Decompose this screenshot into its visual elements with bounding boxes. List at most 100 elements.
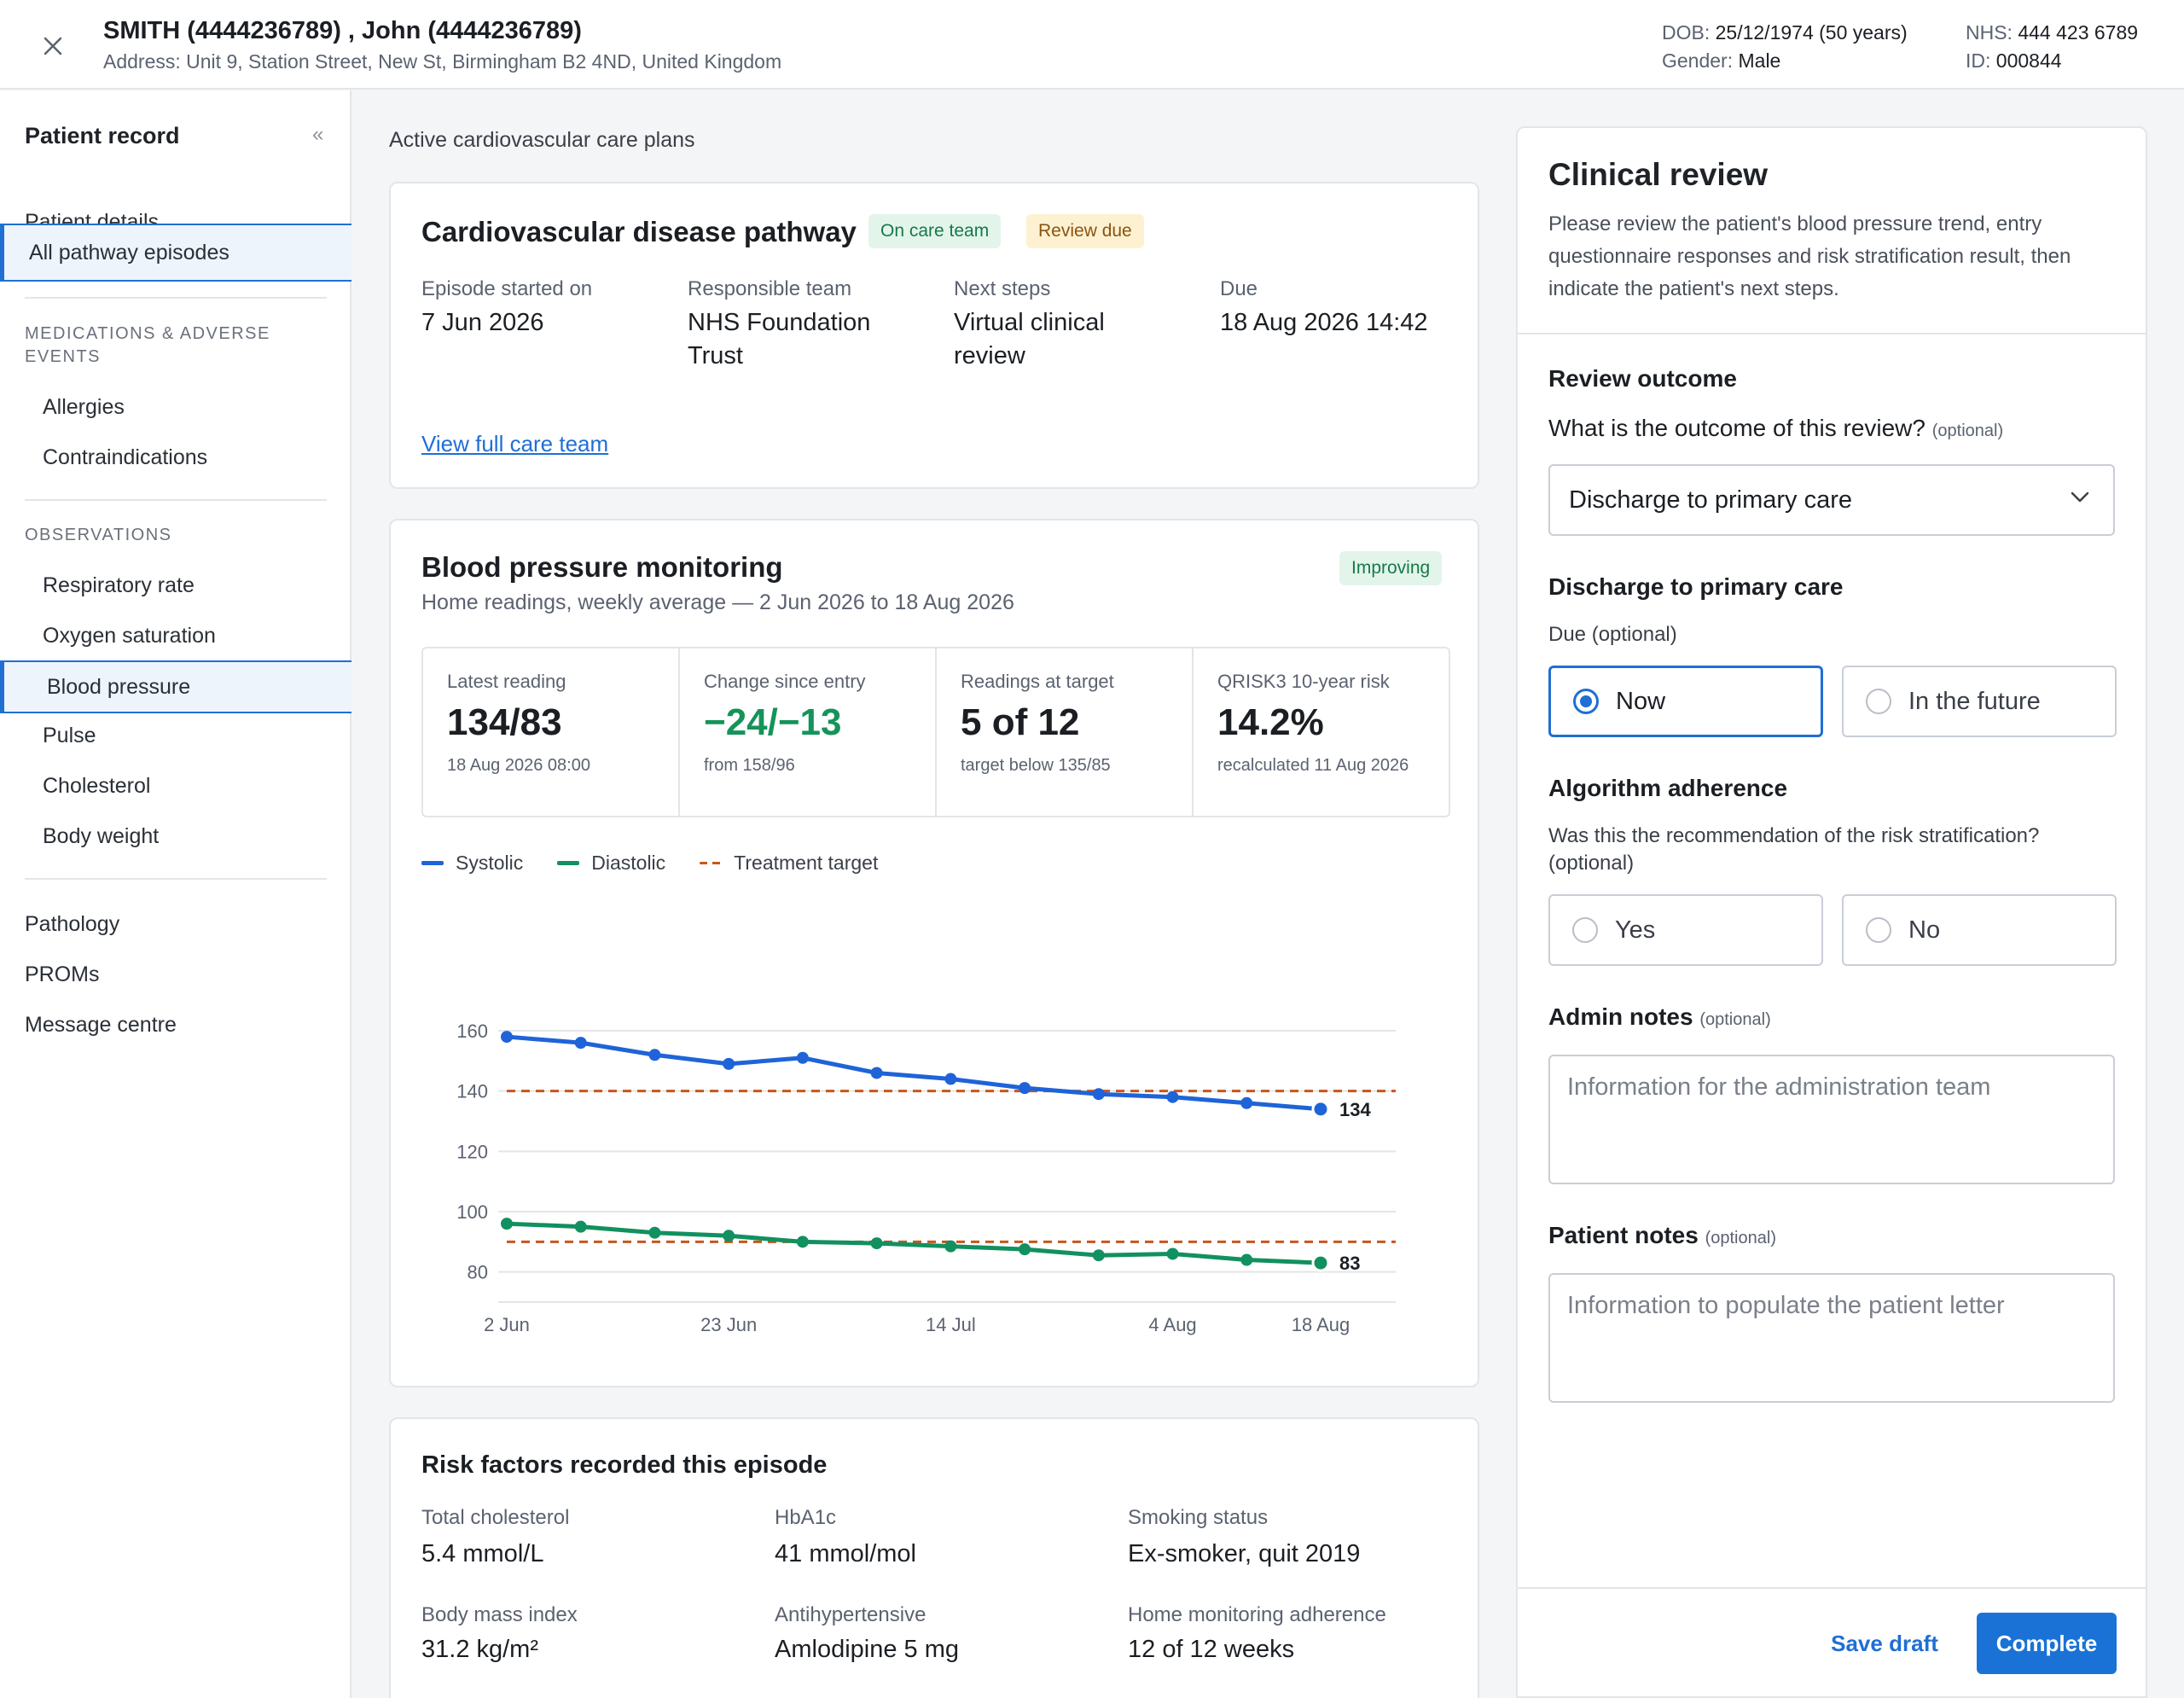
improving-badge: Improving: [1339, 551, 1443, 585]
sidebar-item-pathology[interactable]: Pathology: [25, 911, 120, 936]
sidebar-divider: [25, 499, 327, 501]
radio-icon: [1866, 689, 1891, 714]
stat-value: 134/83: [447, 701, 562, 743]
systolic-end-label: 134: [1339, 1099, 1371, 1120]
sidebar-item-cholesterol[interactable]: Cholesterol: [43, 773, 151, 798]
pathway-card: Cardiovascular disease pathway On care t…: [389, 182, 1479, 489]
due-now-option[interactable]: Now: [1548, 666, 1823, 737]
due-future-option[interactable]: In the future: [1842, 666, 2117, 737]
diastolic-point: [944, 1240, 957, 1253]
systolic-point: [796, 1051, 809, 1064]
y-tick-label: 160: [456, 1021, 488, 1042]
systolic-point: [1240, 1096, 1253, 1109]
episode-value: 7 Jun 2026: [421, 309, 544, 336]
risk-label: Smoking status: [1128, 1506, 1269, 1529]
stat-sub: 18 Aug 2026 08:00: [447, 756, 590, 775]
panel-footer-divider: [1518, 1587, 2146, 1589]
view-care-team-link[interactable]: View full care team: [421, 431, 609, 456]
save-draft-button[interactable]: Save draft: [1831, 1630, 1938, 1656]
pathway-title: Cardiovascular disease pathway: [421, 216, 857, 247]
x-tick-label: 2 Jun: [484, 1314, 530, 1335]
diastolic-point: [796, 1236, 809, 1248]
sidebar-item-proms[interactable]: PROMs: [25, 962, 100, 986]
dob-label: DOB:: [1662, 21, 1711, 44]
systolic-point: [501, 1031, 513, 1044]
team-value: NHS Foundation Trust: [688, 309, 871, 369]
risk-value: 5.4 mmol/L: [421, 1540, 544, 1567]
admin-notes-heading: Admin notes (optional): [1548, 1003, 1771, 1031]
sidebar-divider: [25, 297, 327, 299]
radio-icon: [1572, 917, 1598, 943]
y-tick-label: 140: [456, 1081, 488, 1102]
panel-divider: [1518, 333, 2146, 334]
sidebar: Patient record « Patient details All pat…: [0, 90, 351, 1698]
patient-header: SMITH (4444236789) , John (4444236789) A…: [0, 0, 2184, 90]
episode-label: Episode started on: [421, 277, 593, 300]
nhs-label: NHS:: [1966, 21, 2013, 44]
legend-label: Treatment target: [734, 852, 879, 874]
panel-title: Clinical review: [1548, 157, 1769, 192]
diastolic-point: [648, 1226, 661, 1239]
outcome-question-text: What is the outcome of this review?: [1548, 415, 1926, 441]
stat-readings-at-target: Readings at target 5 of 12 target below …: [937, 648, 1194, 816]
legend-diastolic: Diastolic: [557, 852, 665, 875]
risk-title: Risk factors recorded this episode: [421, 1451, 828, 1479]
algo-no-option[interactable]: No: [1842, 894, 2117, 966]
outcome-select[interactable]: Discharge to primary care: [1548, 464, 2115, 536]
sidebar-item-respiratory-rate[interactable]: Respiratory rate: [43, 573, 195, 597]
bp-title: Blood pressure monitoring: [421, 551, 783, 583]
diastolic-point: [1166, 1247, 1179, 1260]
diastolic-point: [574, 1220, 587, 1233]
diastolic-point: [1019, 1243, 1031, 1256]
risk-label: Body mass index: [421, 1603, 578, 1626]
optional-hint: (optional): [1931, 422, 2004, 440]
risk-label: Home monitoring adherence: [1128, 1603, 1386, 1626]
sidebar-section-observations: OBSERVATIONS: [25, 526, 172, 544]
due-optional-label: Due (optional): [1548, 623, 1677, 646]
stat-value: 14.2%: [1217, 701, 1324, 743]
systolic-point: [870, 1067, 883, 1079]
sidebar-item-body-weight[interactable]: Body weight: [43, 823, 160, 848]
y-tick-label: 120: [456, 1141, 488, 1162]
admin-notes-field[interactable]: Information for the administration team: [1548, 1055, 2115, 1184]
main-heading: Active cardiovascular care plans: [389, 128, 695, 152]
risk-value: 12 of 12 weeks: [1128, 1636, 1295, 1663]
x-tick-label: 23 Jun: [700, 1314, 757, 1335]
sidebar-item-pulse[interactable]: Pulse: [43, 723, 96, 747]
stat-value: −24/−13: [704, 701, 842, 743]
next-steps-value: Virtual clinical review: [954, 309, 1105, 369]
algo-yes-option[interactable]: Yes: [1548, 894, 1823, 966]
patient-notes-heading: Patient notes (optional): [1548, 1222, 1776, 1249]
patient-notes-field[interactable]: Information to populate the patient lett…: [1548, 1273, 2115, 1403]
legend-target: Treatment target: [700, 852, 878, 875]
legend-swatch: [557, 861, 580, 865]
sidebar-item-message-centre[interactable]: Message centre: [25, 1012, 177, 1037]
algorithm-question: Was this the recommendation of the risk …: [1548, 824, 2040, 875]
id-label: ID:: [1966, 49, 1991, 72]
sidebar-item-allergies[interactable]: Allergies: [43, 394, 125, 419]
risk-value: Amlodipine 5 mg: [775, 1636, 959, 1663]
on-care-team-badge: On care team: [868, 214, 1002, 248]
x-tick-label: 14 Jul: [926, 1314, 976, 1335]
systolic-point: [648, 1049, 661, 1061]
stat-value: 5 of 12: [961, 701, 1080, 743]
due-value: 18 Aug 2026 14:42: [1220, 309, 1428, 336]
collapse-sidebar-icon[interactable]: «: [312, 123, 324, 146]
complete-button[interactable]: Complete: [1977, 1613, 2117, 1674]
sidebar-item-all-episodes[interactable]: All pathway episodes: [0, 224, 351, 282]
diastolic-end-label: 83: [1339, 1253, 1360, 1274]
demographics-left: DOB: 25/12/1974 (50 years) Gender: Male: [1662, 19, 1908, 75]
sidebar-item-blood-pressure[interactable]: Blood pressure: [0, 660, 351, 713]
stat-sub: recalculated 11 Aug 2026: [1217, 756, 1409, 775]
x-tick-label: 18 Aug: [1292, 1314, 1350, 1335]
sidebar-section-medications: MEDICATIONS & ADVERSE EVENTS: [25, 324, 270, 366]
legend-label: Systolic: [456, 852, 524, 874]
systolic-point: [723, 1057, 735, 1070]
sidebar-item-contraindications[interactable]: Contraindications: [43, 445, 208, 469]
due-label: Due: [1220, 277, 1258, 300]
stat-label: Change since entry: [704, 671, 866, 692]
due-now-label: Now: [1616, 687, 1666, 715]
diastolic-point: [501, 1218, 513, 1230]
close-button[interactable]: [34, 31, 72, 61]
sidebar-item-oxygen-saturation[interactable]: Oxygen saturation: [43, 623, 216, 648]
